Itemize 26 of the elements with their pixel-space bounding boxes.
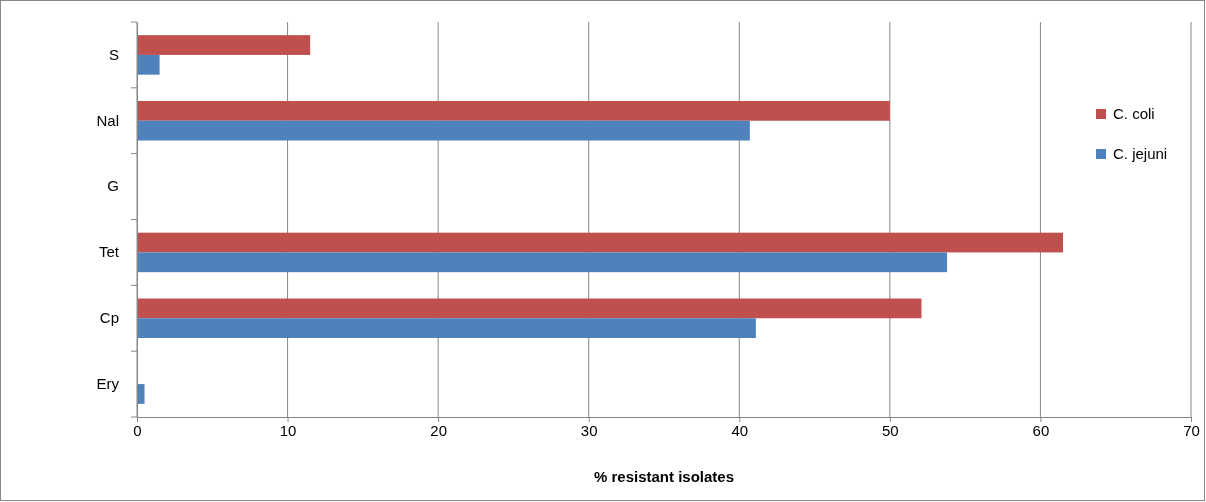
legend-label: C. coli [1113,105,1155,122]
x-tick-label: 70 [1183,421,1200,439]
bar [137,298,922,319]
bar [137,101,890,121]
x-tick-label: 0 [133,421,142,439]
legend-label: C. jejuni [1113,145,1168,162]
bar [137,232,1064,253]
x-tick-label: 50 [882,421,899,439]
bar [137,252,948,273]
y-tick-label: S [108,45,119,63]
x-tick-label: 20 [430,421,447,439]
bar [137,35,311,55]
y-tick-label: G [107,177,119,195]
y-tick-label: Cp [99,309,119,327]
x-tick-label: 40 [731,421,749,439]
x-tick-label: 30 [580,421,598,439]
bar [137,120,750,141]
x-tick-label: 10 [279,421,297,439]
bar [137,54,160,75]
bar [137,318,756,338]
x-axis-title: % resistant isolates [593,468,735,485]
y-tick-label: Nal [96,111,119,129]
y-tick-label: Ery [96,374,120,392]
x-tick-label: 60 [1032,421,1050,439]
y-tick-label: Tet [98,243,120,261]
bar [137,384,145,404]
